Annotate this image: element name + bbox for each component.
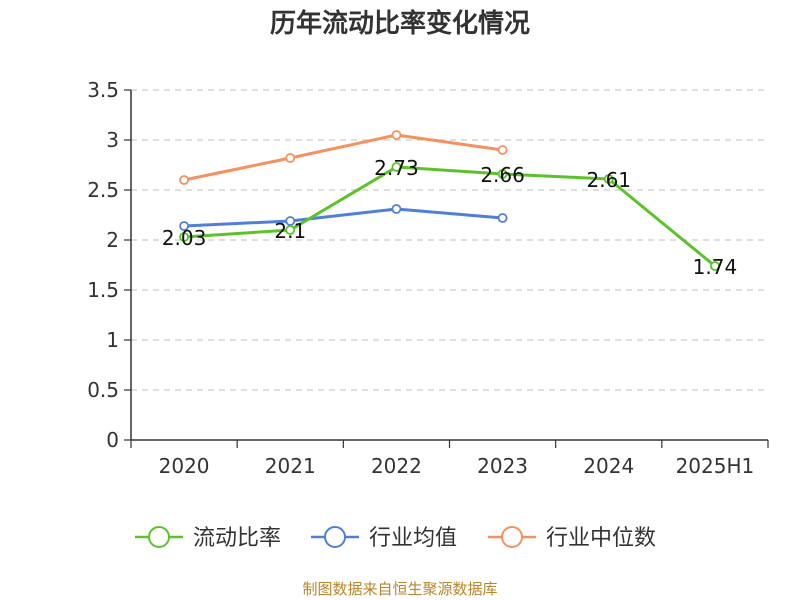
series-2 [179,204,508,231]
x-tick-label: 2025H1 [676,454,755,478]
y-tick-label: 2.5 [87,178,119,202]
legend-item[interactable]: 行业中位数 [488,526,656,551]
data-label: 2.61 [586,168,631,192]
data-label: 2.73 [374,156,419,180]
legend-label: 行业均值 [369,526,457,551]
legend-marker [324,526,346,548]
x-axis-ticks: 2020 2021 2022 2023 2024 2025H1 [130,440,769,478]
data-point [285,216,296,226]
x-tick-label: 2021 [265,454,316,478]
series-layer [179,130,720,271]
x-tick-label: 2023 [477,454,528,478]
legend-label: 流动比率 [193,526,281,551]
y-tick-label: 3.5 [87,78,119,102]
legend[interactable]: 流动比率 行业均值 行业中位数 [135,526,656,551]
data-label: 2.66 [480,163,525,187]
data-point [391,204,402,214]
data-label: 2.1 [274,219,306,243]
series-line [183,165,716,268]
data-point [497,145,508,155]
data-point [285,153,296,163]
y-axis-ticks: 0 0.5 1 1.5 2 2.5 3 3.5 [87,78,131,452]
legend-marker [501,526,523,548]
chart-title: 历年流动比率变化情况 [270,8,530,39]
series-line [184,207,503,228]
data-point [497,169,508,179]
series-line [183,133,503,182]
series-3 [179,130,508,185]
legend-marker [148,526,170,548]
y-tick-label: 2 [106,228,119,252]
data-label: 2.03 [162,226,207,250]
data-point [603,174,614,184]
series-1 [179,162,720,271]
legend-item[interactable]: 行业均值 [311,526,457,551]
y-tick-label: 1.5 [87,278,119,302]
data-point [710,261,720,271]
data-point [179,221,189,231]
y-tick-label: 0 [106,428,119,452]
x-tick-label: 2022 [371,454,422,478]
data-point [179,232,189,242]
data-point [391,130,402,140]
data-point [497,213,508,223]
data-point [285,225,296,235]
data-label: 1.74 [693,255,738,279]
x-tick-label: 2020 [159,454,210,478]
y-tick-label: 3 [106,128,119,152]
legend-label: 行业中位数 [546,526,656,551]
data-point [179,175,189,185]
x-tick-label: 2024 [583,454,634,478]
y-tick-label: 0.5 [87,378,119,402]
data-point [391,162,402,172]
grid-lines [131,89,768,391]
y-tick-label: 1 [106,328,119,352]
data-labels: 2.03 2.1 2.73 2.66 2.61 1.74 [162,156,737,279]
legend-item[interactable]: 流动比率 [135,526,281,551]
data-source-note: 制图数据来自恒生聚源数据库 [302,580,497,598]
